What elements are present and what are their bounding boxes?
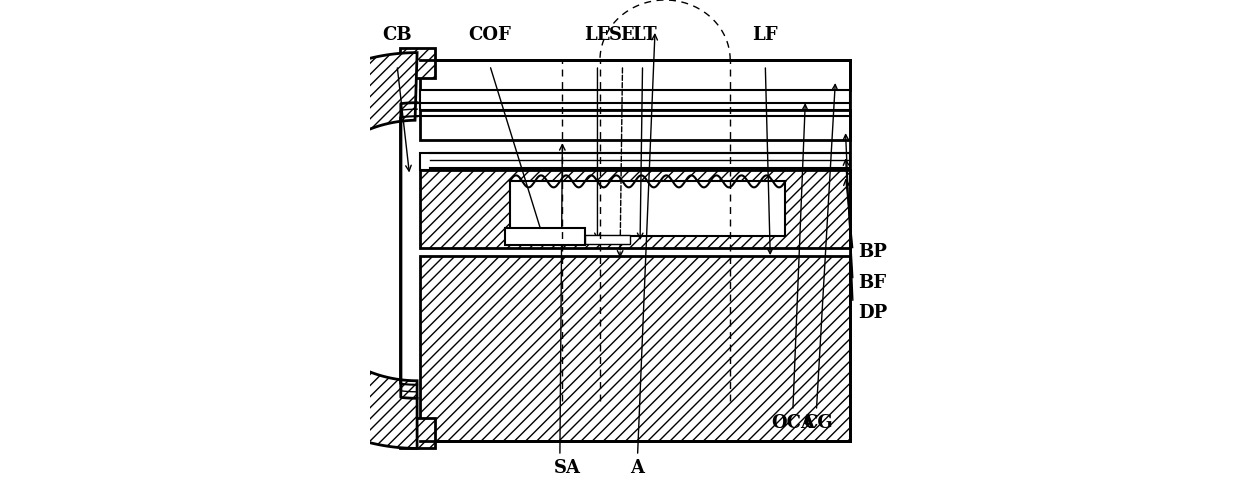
Bar <box>419 153 851 170</box>
Text: BP: BP <box>858 243 887 261</box>
Text: LF: LF <box>753 26 779 44</box>
Text: SA: SA <box>554 459 580 477</box>
Bar <box>419 90 851 110</box>
Text: OCA: OCA <box>771 414 815 432</box>
Text: SE: SE <box>609 26 636 44</box>
Bar <box>585 235 630 244</box>
Bar <box>505 228 585 245</box>
PathPatch shape <box>219 53 417 448</box>
Bar <box>510 181 785 236</box>
Bar <box>419 110 851 140</box>
Text: CG: CG <box>804 414 833 432</box>
Text: A: A <box>630 459 645 477</box>
Bar <box>419 60 851 90</box>
Bar <box>399 418 435 448</box>
Text: LT: LT <box>631 26 656 44</box>
Text: COF: COF <box>469 26 511 44</box>
Bar <box>399 48 435 78</box>
Text: BF: BF <box>858 274 887 292</box>
Text: DP: DP <box>858 304 888 322</box>
Text: LE: LE <box>584 26 610 44</box>
Text: CB: CB <box>382 26 412 44</box>
Bar <box>419 256 851 441</box>
Bar <box>419 170 851 248</box>
